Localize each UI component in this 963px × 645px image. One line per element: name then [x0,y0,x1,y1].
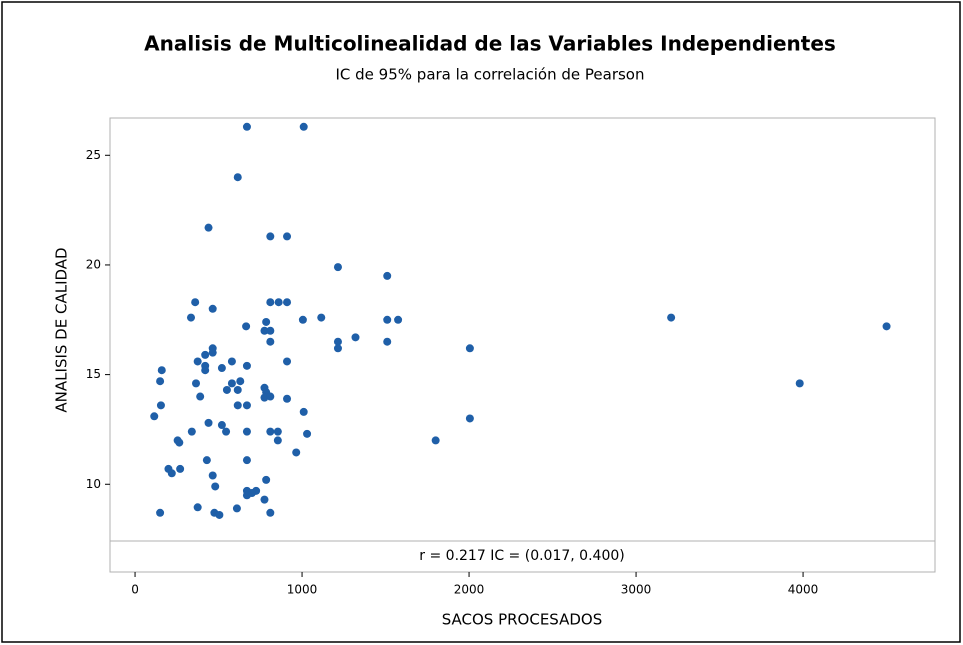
point [303,429,312,438]
y-tick-label: 10 [86,477,101,491]
point [167,469,176,478]
point [383,337,392,346]
point [317,313,326,322]
point [283,394,292,403]
point [266,508,275,517]
point [208,471,217,480]
point [266,337,275,346]
point [208,304,217,313]
point [247,489,256,498]
point [333,344,342,353]
x-tick-label: 3000 [621,583,652,597]
point [351,333,360,342]
point [176,464,185,473]
point [260,326,269,335]
point [465,344,474,353]
point [266,392,275,401]
point [242,122,251,131]
plot-area [109,117,936,573]
point [211,482,220,491]
point [201,366,210,375]
point [667,313,676,322]
point [333,337,342,346]
point [156,401,165,410]
point [266,298,275,307]
point [222,385,231,394]
point [242,361,251,370]
annotation: r = 0.217 IC = (0.017, 0.400) [419,548,624,564]
point [431,436,440,445]
point [201,350,210,359]
point [191,298,200,307]
point [204,223,213,232]
point [283,298,292,307]
point [283,232,292,241]
point [266,326,275,335]
point [150,412,159,421]
point [233,401,242,410]
x-tick-label: 0 [131,583,139,597]
point [242,427,251,436]
point [193,503,202,512]
point [242,401,251,410]
point [233,173,242,182]
point [202,456,211,465]
point [192,379,201,388]
point [882,322,891,331]
x-tick-label: 1000 [287,583,318,597]
point [262,317,271,326]
point [298,315,307,324]
point [233,385,242,394]
point [333,263,342,272]
point [266,427,275,436]
point [299,407,308,416]
point [292,448,301,457]
point [299,122,308,131]
chart-subtitle: IC de 95% para la correlación de Pearson [336,66,645,84]
x-tick-label: 2000 [454,583,485,597]
point [273,427,282,436]
point [262,475,271,484]
point [204,418,213,427]
x-axis-label: SACOS PROCESADOS [442,611,603,629]
point [227,379,236,388]
point [266,232,275,241]
point [274,298,283,307]
point [196,392,205,401]
point [232,504,241,513]
point [283,357,292,366]
point [193,357,202,366]
point [208,348,217,357]
point [156,508,165,517]
point [156,377,165,386]
point [795,379,804,388]
point [260,495,269,504]
chart-title: Analisis de Multicolinealidad de las Var… [144,32,836,56]
y-axis-label: ANALISIS DE CALIDAD [53,247,71,412]
point [215,510,224,519]
point [227,357,236,366]
y-tick-label: 20 [86,257,101,271]
point [242,456,251,465]
point [157,366,166,375]
point [236,377,245,386]
point [217,421,226,430]
point [394,315,403,324]
point [175,438,184,447]
point [465,414,474,423]
point [222,427,231,436]
x-tick-label: 4000 [788,583,819,597]
point [187,427,196,436]
point [383,315,392,324]
point [383,271,392,280]
point [273,436,282,445]
point [186,313,195,322]
y-tick-label: 25 [86,148,101,162]
point [217,364,226,373]
y-tick-label: 15 [86,367,101,381]
point [242,322,251,331]
